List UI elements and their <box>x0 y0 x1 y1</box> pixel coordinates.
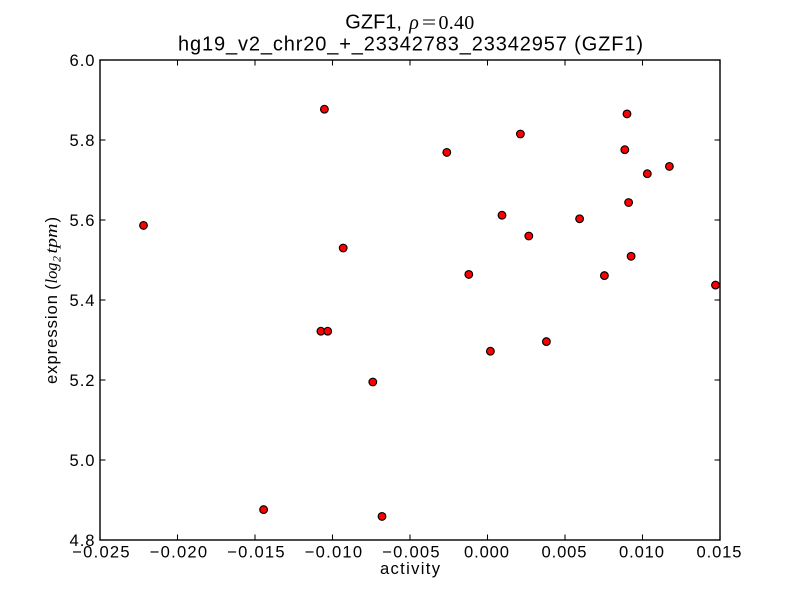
svg-text:0.010: 0.010 <box>619 543 664 562</box>
svg-text:hg19_v2_chr20_+_23342783_23342: hg19_v2_chr20_+_23342783_23342957 (GZF1) <box>178 34 643 56</box>
svg-text:5.8: 5.8 <box>70 131 95 150</box>
svg-text:6.0: 6.0 <box>70 51 95 70</box>
svg-text:5.0: 5.0 <box>70 451 95 470</box>
svg-text:ρ: ρ <box>408 12 419 34</box>
svg-text:5.4: 5.4 <box>70 291 95 310</box>
svg-text:−0.005: −0.005 <box>382 543 440 562</box>
svg-text:−0.010: −0.010 <box>305 543 363 562</box>
svg-text:0.000: 0.000 <box>464 543 509 562</box>
svg-text:−0.015: −0.015 <box>227 543 285 562</box>
svg-text:4.8: 4.8 <box>70 531 95 550</box>
svg-text:GZF1,: GZF1, <box>345 12 402 34</box>
svg-text:activity: activity <box>380 559 441 578</box>
svg-text:0.40: 0.40 <box>439 12 475 34</box>
svg-text:−0.025: −0.025 <box>72 543 129 562</box>
svg-text:expression(log2tpm): expression(log2tpm) <box>42 217 64 384</box>
svg-text:5.6: 5.6 <box>70 211 95 230</box>
svg-text:−0.020: −0.020 <box>150 543 208 562</box>
svg-text:=: = <box>422 12 437 34</box>
svg-text:0.015: 0.015 <box>697 543 742 562</box>
svg-text:0.005: 0.005 <box>542 543 587 562</box>
svg-text:5.2: 5.2 <box>70 371 95 390</box>
